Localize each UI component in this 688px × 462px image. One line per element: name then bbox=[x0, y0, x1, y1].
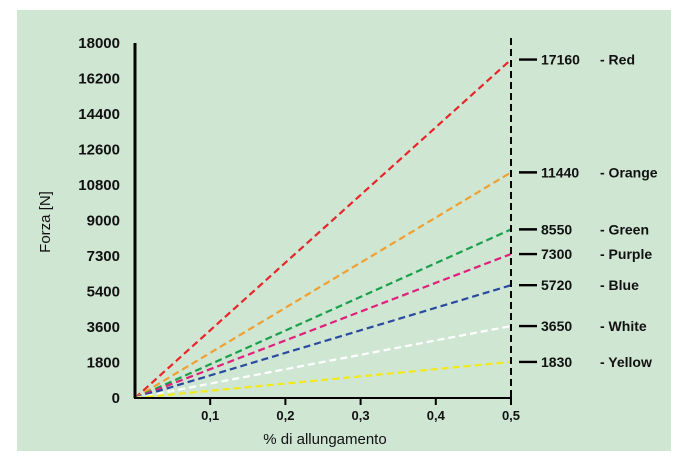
y-tick-label: 9000 bbox=[87, 213, 120, 230]
series-line bbox=[134, 324, 512, 400]
series-name-label: - Blue bbox=[600, 277, 639, 293]
end-value-label: 1830 bbox=[541, 354, 572, 370]
end-value-label: 7300 bbox=[541, 246, 572, 262]
end-label-layer: 17160 - Red 11440 - Orange 8550 - Green 7300 - … bbox=[519, 52, 658, 370]
y-tick-label: 10800 bbox=[78, 177, 120, 194]
y-tick-label: 16200 bbox=[78, 71, 120, 88]
series-name-label: - Purple bbox=[600, 246, 652, 262]
y-tick-layer: 0 1800 3600 5400 7300 9000 10800 12600 14400 1620… bbox=[78, 35, 120, 407]
x-tick-label: 0,5 bbox=[502, 408, 520, 423]
end-value-label: 17160 bbox=[541, 52, 580, 68]
y-tick-label: 0 bbox=[112, 390, 120, 407]
series-line bbox=[134, 171, 512, 399]
y-axis-title: Forza [N] bbox=[37, 191, 54, 253]
series-line bbox=[134, 252, 512, 400]
series-name-label: - Yellow bbox=[600, 354, 652, 370]
series-name-label: - White bbox=[600, 318, 647, 334]
series-layer bbox=[134, 58, 512, 400]
x-tick-label: 0,4 bbox=[427, 408, 446, 423]
y-tick-label: 7300 bbox=[87, 248, 120, 265]
x-tick-label: 0,3 bbox=[352, 408, 370, 423]
y-tick-label: 5400 bbox=[87, 284, 120, 301]
x-tick-layer: 0,1 0,2 0,3 0,4 0,5 bbox=[201, 398, 520, 423]
y-tick-label: 12600 bbox=[78, 142, 120, 159]
y-tick-label: 18000 bbox=[78, 35, 120, 52]
y-tick-label: 3600 bbox=[87, 319, 120, 336]
y-tick-label: 14400 bbox=[78, 106, 120, 123]
series-name-label: - Green bbox=[600, 221, 649, 237]
series-name-label: - Orange bbox=[600, 164, 658, 180]
end-value-label: 3650 bbox=[541, 318, 572, 334]
end-value-label: 5720 bbox=[541, 277, 572, 293]
end-value-label: 11440 bbox=[541, 164, 579, 180]
x-tick-label: 0,1 bbox=[201, 408, 219, 423]
end-value-label: 8550 bbox=[541, 221, 572, 237]
series-line bbox=[134, 360, 512, 400]
x-axis-title: % di allungamento bbox=[263, 431, 386, 448]
x-tick-label: 0,2 bbox=[276, 408, 294, 423]
series-line bbox=[134, 228, 512, 400]
y-tick-label: 1800 bbox=[87, 355, 120, 372]
series-name-label: - Red bbox=[600, 52, 635, 68]
series-line bbox=[134, 58, 512, 399]
